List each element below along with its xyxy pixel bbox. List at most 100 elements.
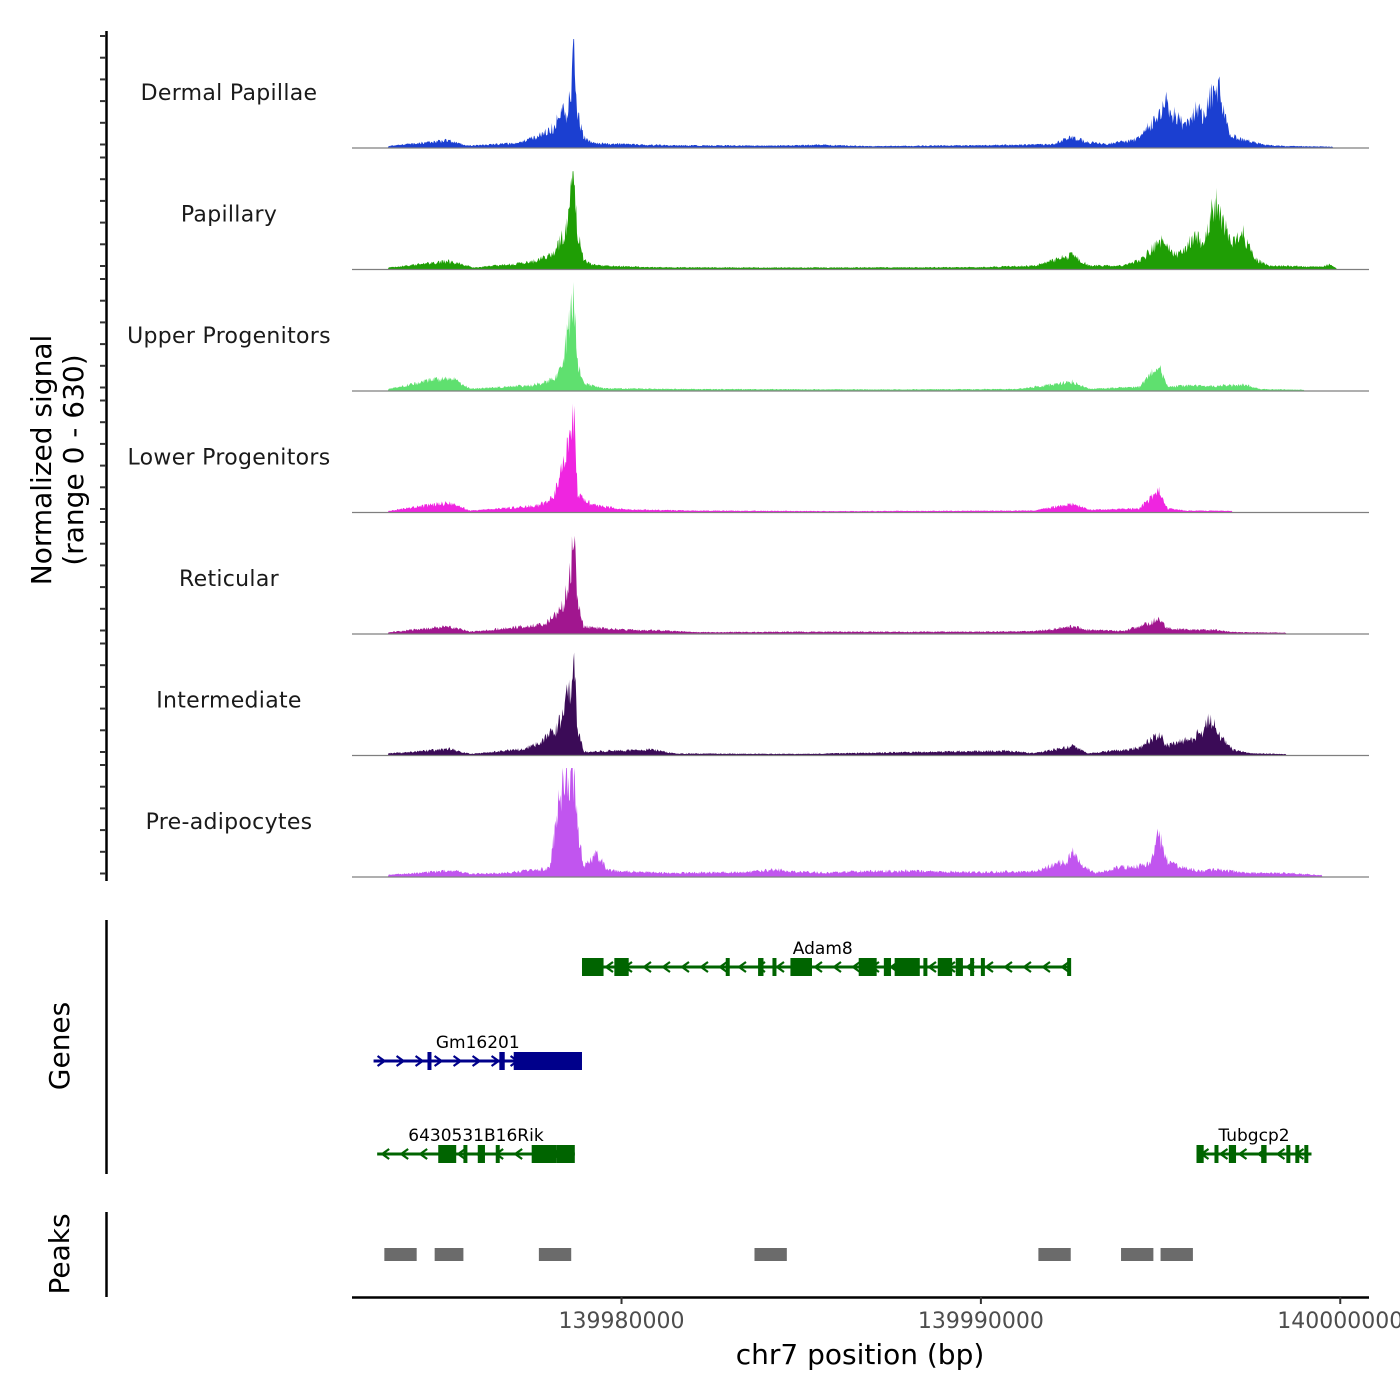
peak-region xyxy=(1160,1248,1193,1261)
gene-exon xyxy=(858,958,877,976)
strand-chevron xyxy=(418,1148,428,1160)
x-tick-label: 140000000 xyxy=(1277,1309,1400,1334)
genes-panel-title: Genes xyxy=(43,1002,76,1090)
strand-chevron xyxy=(851,961,861,973)
strand-chevron xyxy=(699,961,709,973)
gene-exon xyxy=(513,1052,582,1070)
strand-chevron xyxy=(737,961,747,973)
gene-exon xyxy=(581,958,604,976)
gene-label: Tubgcp2 xyxy=(1217,1126,1289,1146)
gene-exon xyxy=(556,1145,575,1163)
strand-chevron xyxy=(927,961,937,973)
gene-exon xyxy=(499,1052,505,1070)
strand-chevron xyxy=(813,961,823,973)
coverage-area-int xyxy=(352,652,1369,755)
gene-exon xyxy=(955,958,963,976)
gene-Tubgcp2: Tubgcp2 xyxy=(1196,1126,1312,1163)
track-label: Reticular xyxy=(179,567,280,592)
gene-exon xyxy=(427,1052,432,1070)
gene-exon xyxy=(758,958,764,976)
peak-region xyxy=(754,1248,787,1261)
track-label: Dermal Papillae xyxy=(141,81,318,106)
strand-chevron xyxy=(376,1055,387,1067)
strand-chevron xyxy=(775,961,785,973)
peak-region xyxy=(1121,1248,1154,1261)
gene-exon xyxy=(923,958,928,976)
strand-chevron xyxy=(661,961,671,973)
track-label: Upper Progenitors xyxy=(127,324,331,349)
genes-track: Adam8 Gm16201 6430531B16Rik Tubgcp2 xyxy=(373,939,1312,1163)
strand-chevron xyxy=(642,961,652,973)
x-axis-title: chr7 position (bp) xyxy=(736,1338,985,1371)
strand-chevron xyxy=(1237,1148,1248,1160)
coverage-area-up xyxy=(352,282,1369,391)
strand-chevron xyxy=(456,1148,466,1160)
track-label: Lower Progenitors xyxy=(127,446,330,471)
strand-chevron xyxy=(1275,1148,1286,1160)
strand-chevron xyxy=(380,1148,390,1160)
gene-exon xyxy=(1228,1145,1237,1163)
strand-chevron xyxy=(433,1055,444,1067)
peak-region xyxy=(1038,1248,1071,1261)
coverage-area-pre xyxy=(352,768,1369,877)
x-tick-label: 139990000 xyxy=(918,1309,1044,1334)
coverage-y-ticks xyxy=(100,35,106,875)
gene-exon xyxy=(1196,1145,1204,1163)
gene-Adam8: Adam8 xyxy=(581,939,1072,976)
gene-exon xyxy=(937,958,953,976)
gene-exon xyxy=(1286,1145,1291,1163)
coverage-area-ret xyxy=(352,535,1369,634)
gene-exon xyxy=(614,958,629,976)
strand-chevron xyxy=(718,961,728,973)
gene-exon xyxy=(477,1145,485,1163)
strand-chevron xyxy=(399,1148,409,1160)
strand-chevron xyxy=(1060,961,1070,973)
gene-exon xyxy=(1067,958,1072,976)
peak-region xyxy=(538,1248,572,1261)
gene-label: Adam8 xyxy=(793,939,853,959)
y-axis-title-line1: Normalized signal xyxy=(25,335,58,586)
track-label: Pre-adipocytes xyxy=(146,810,313,835)
peaks-track xyxy=(384,1248,1193,1261)
strand-chevron xyxy=(1218,1148,1229,1160)
gene-exon xyxy=(495,1145,500,1163)
gene-exon xyxy=(894,958,920,976)
coverage-area-dp xyxy=(352,39,1369,148)
strand-chevron xyxy=(984,961,994,973)
peak-region xyxy=(434,1248,464,1261)
coverage-tracks: Dermal Papillae Papillary Upper Progenitor… xyxy=(127,39,1369,878)
gene-label: 6430531B16Rik xyxy=(408,1126,544,1146)
gene-exon xyxy=(531,1145,557,1163)
strand-chevron xyxy=(513,1148,523,1160)
strand-chevron xyxy=(490,1055,501,1067)
gene-exon xyxy=(1261,1145,1267,1163)
gene-exon xyxy=(790,958,812,976)
x-tick-label: 139980000 xyxy=(559,1309,685,1334)
gene-exon xyxy=(1214,1145,1219,1163)
gene-exon xyxy=(463,1145,468,1163)
peak-region xyxy=(384,1248,417,1261)
y-axis-title-line2: (range 0 - 630) xyxy=(57,354,90,565)
peaks-panel-title: Peaks xyxy=(43,1213,76,1294)
strand-chevron xyxy=(832,961,842,973)
track-label: Intermediate xyxy=(156,689,302,714)
strand-chevron xyxy=(452,1055,463,1067)
strand-chevron xyxy=(1003,961,1013,973)
strand-chevron xyxy=(604,961,614,973)
gene-label: Gm16201 xyxy=(436,1033,520,1053)
gene-exon xyxy=(438,1145,457,1163)
gene-exon xyxy=(1295,1145,1300,1163)
track-label: Papillary xyxy=(181,203,277,228)
strand-chevron xyxy=(471,1055,482,1067)
x-axis-ticks: 139980000 139990000 140000000 xyxy=(559,1297,1400,1334)
gene-exon xyxy=(970,958,975,976)
strand-chevron xyxy=(1041,961,1051,973)
strand-chevron xyxy=(395,1055,406,1067)
gene-exon xyxy=(772,958,777,976)
gene-exon xyxy=(725,958,730,976)
strand-chevron xyxy=(414,1055,425,1067)
gene-6430531B16Rik: 6430531B16Rik xyxy=(377,1126,575,1163)
gene-Gm16201: Gm16201 xyxy=(373,1033,582,1070)
gene-exon xyxy=(1304,1145,1309,1163)
